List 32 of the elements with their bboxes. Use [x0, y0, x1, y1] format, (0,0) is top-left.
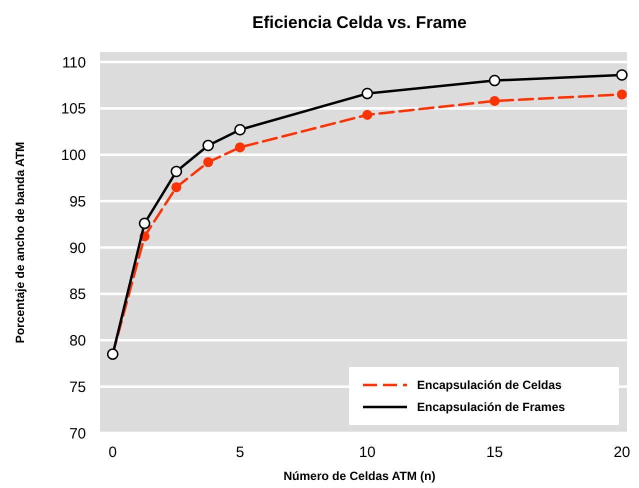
y-tick-label: 110	[62, 54, 86, 72]
x-tick-label: 0	[108, 444, 117, 461]
x-tick-label: 15	[486, 444, 503, 461]
y-tick-label: 95	[69, 193, 86, 210]
point	[171, 182, 182, 192]
legend-label: Encapsulación de Celdas	[417, 378, 562, 392]
y-tick-label: 90	[69, 240, 86, 257]
y-tick-label: 80	[69, 332, 86, 350]
point	[488, 74, 500, 86]
chart-title: Eficiencia Celda vs. Frame	[252, 13, 467, 32]
y-tick-label: 100	[60, 147, 86, 164]
legend-label: Encapsulación de Frames	[417, 400, 566, 414]
point	[170, 166, 182, 178]
x-tick-label: 5	[236, 444, 244, 461]
point	[362, 88, 374, 100]
point	[235, 142, 246, 152]
y-tick-label: 85	[69, 286, 86, 304]
x-tick-label: 10	[358, 444, 376, 461]
point	[202, 140, 214, 152]
point	[616, 69, 628, 81]
point	[234, 124, 246, 136]
y-tick-label: 105	[60, 100, 86, 118]
y-axis-title: Porcentaje de ancho de banda ATM	[13, 142, 27, 344]
x-axis-title: Número de Celdas ATM (n)	[283, 469, 436, 483]
x-tick-label: 20	[614, 444, 630, 461]
point	[138, 218, 150, 230]
point	[362, 110, 372, 120]
point	[616, 89, 627, 100]
point	[203, 157, 214, 168]
y-tick-label: 70	[69, 425, 86, 442]
point	[490, 96, 500, 106]
y-tick-label: 75	[69, 378, 86, 396]
